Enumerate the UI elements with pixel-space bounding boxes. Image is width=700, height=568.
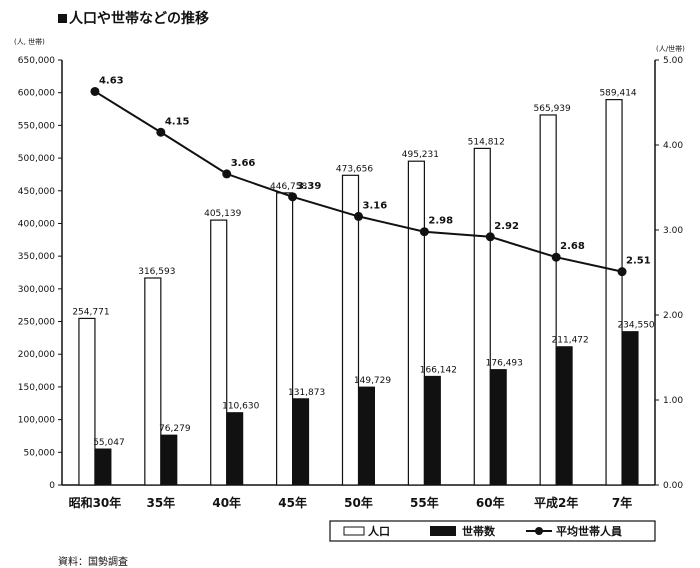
point-average-household-size bbox=[354, 211, 363, 221]
bar-label-households: 176,493 bbox=[486, 359, 523, 369]
bar-households bbox=[489, 369, 507, 486]
right-tick-label: 4.00 bbox=[663, 141, 683, 151]
point-label-average-household-size: 3.39 bbox=[297, 181, 322, 192]
bar-population bbox=[78, 317, 96, 486]
point-label-average-household-size: 3.66 bbox=[231, 158, 256, 169]
legend-label-households: 世帯数 bbox=[462, 524, 496, 538]
bar-households bbox=[423, 375, 441, 486]
title-square-icon bbox=[58, 14, 67, 23]
point-label-average-household-size: 2.98 bbox=[428, 216, 453, 227]
bar-label-households: 110,630 bbox=[222, 402, 259, 412]
point-label-average-household-size: 2.92 bbox=[494, 221, 519, 232]
right-tick-label: 2.00 bbox=[663, 311, 683, 321]
source-note: 資料：国勢調査 bbox=[58, 557, 128, 568]
x-tick-label: 35年 bbox=[146, 495, 175, 510]
point-label-average-household-size: 4.63 bbox=[99, 75, 124, 86]
chart-title: 人口や世帯などの推移 bbox=[58, 8, 209, 28]
legend-marker-average bbox=[535, 527, 543, 535]
left-tick-label: 150,000 bbox=[18, 383, 55, 393]
bar-label-population: 254,771 bbox=[72, 307, 109, 317]
bar-label-population: 405,139 bbox=[204, 209, 241, 219]
point-average-household-size bbox=[419, 227, 429, 237]
bar-label-population: 565,939 bbox=[534, 104, 571, 114]
bar-label-population: 473,656 bbox=[336, 164, 373, 174]
bar-label-households: 55,047 bbox=[93, 438, 125, 448]
left-tick-label: 350,000 bbox=[18, 252, 55, 262]
point-average-household-size bbox=[551, 252, 561, 262]
left-tick-label: 50,000 bbox=[24, 448, 56, 458]
x-tick-label: 60年 bbox=[476, 495, 505, 510]
point-label-average-household-size: 4.15 bbox=[165, 116, 190, 127]
bar-label-households: 234,550 bbox=[617, 321, 654, 331]
left-tick-label: 600,000 bbox=[18, 89, 55, 99]
x-tick-label: 55年 bbox=[410, 495, 439, 510]
x-tick-label: 平成2年 bbox=[534, 495, 578, 510]
bar-households bbox=[226, 412, 244, 486]
right-tick-label: 5.00 bbox=[663, 56, 683, 66]
left-tick-label: 0 bbox=[49, 481, 55, 491]
left-tick-label: 550,000 bbox=[18, 121, 55, 131]
bar-label-households: 131,873 bbox=[288, 388, 325, 398]
bar-label-households: 76,279 bbox=[159, 424, 191, 434]
bar-population bbox=[539, 114, 557, 486]
left-tick-label: 200,000 bbox=[18, 350, 55, 360]
bar-population bbox=[407, 160, 425, 486]
x-tick-label: 50年 bbox=[344, 495, 373, 510]
legend-label-population: 人口 bbox=[368, 524, 390, 538]
left-tick-label: 450,000 bbox=[18, 187, 55, 197]
left-tick-label: 500,000 bbox=[18, 154, 55, 164]
bar-population bbox=[605, 99, 623, 486]
x-tick-label: 45年 bbox=[278, 495, 307, 510]
point-label-average-household-size: 2.51 bbox=[626, 256, 651, 267]
bar-population bbox=[210, 219, 228, 486]
legend-label-average: 平均世帯人員 bbox=[556, 524, 622, 538]
bar-population bbox=[473, 147, 491, 486]
bar-label-population: 316,593 bbox=[138, 267, 175, 277]
left-tick-label: 300,000 bbox=[18, 285, 55, 295]
bar-label-households: 149,729 bbox=[354, 376, 391, 386]
left-tick-label: 100,000 bbox=[18, 416, 55, 426]
bar-label-population: 514,812 bbox=[468, 137, 505, 147]
right-tick-label: 3.00 bbox=[663, 226, 683, 236]
bar-population bbox=[341, 174, 360, 486]
bar-label-population: 589,414 bbox=[599, 89, 636, 99]
bar-population bbox=[276, 192, 294, 486]
right-axis-unit: (人/世帯) bbox=[656, 45, 685, 53]
point-average-household-size bbox=[156, 127, 166, 137]
chart-title-text: 人口や世帯などの推移 bbox=[69, 11, 209, 27]
bar-label-population: 446,758 bbox=[270, 182, 307, 192]
legend-swatch-households bbox=[430, 526, 456, 536]
bar-households bbox=[292, 398, 310, 486]
point-average-household-size bbox=[617, 267, 627, 277]
left-tick-label: 250,000 bbox=[18, 318, 55, 328]
right-tick-label: 0.00 bbox=[663, 481, 683, 491]
x-tick-label: 7年 bbox=[612, 495, 632, 510]
left-tick-label: 400,000 bbox=[18, 219, 55, 229]
bar-households bbox=[160, 434, 178, 486]
bar-households bbox=[94, 448, 112, 486]
point-average-household-size bbox=[485, 232, 495, 242]
point-average-household-size bbox=[222, 169, 232, 179]
x-tick-label: 昭和30年 bbox=[69, 495, 122, 510]
bar-households bbox=[555, 346, 573, 486]
bar-label-households: 166,142 bbox=[420, 365, 457, 375]
point-average-household-size bbox=[90, 86, 100, 96]
x-tick-label: 40年 bbox=[212, 495, 241, 510]
legend-swatch-population bbox=[343, 526, 365, 536]
point-average-household-size bbox=[288, 192, 298, 202]
bar-households bbox=[358, 386, 375, 486]
left-tick-label: 650,000 bbox=[18, 56, 55, 66]
bar-population bbox=[144, 277, 162, 486]
left-axis-unit: (人, 世帯) bbox=[14, 38, 45, 46]
right-tick-label: 1.00 bbox=[663, 396, 683, 406]
point-label-average-household-size: 2.68 bbox=[560, 241, 585, 252]
point-label-average-household-size: 3.16 bbox=[363, 200, 388, 211]
bar-households bbox=[621, 331, 639, 486]
legend-box bbox=[329, 520, 656, 542]
bar-label-population: 495,231 bbox=[402, 150, 439, 160]
bar-label-households: 211,472 bbox=[552, 336, 589, 346]
